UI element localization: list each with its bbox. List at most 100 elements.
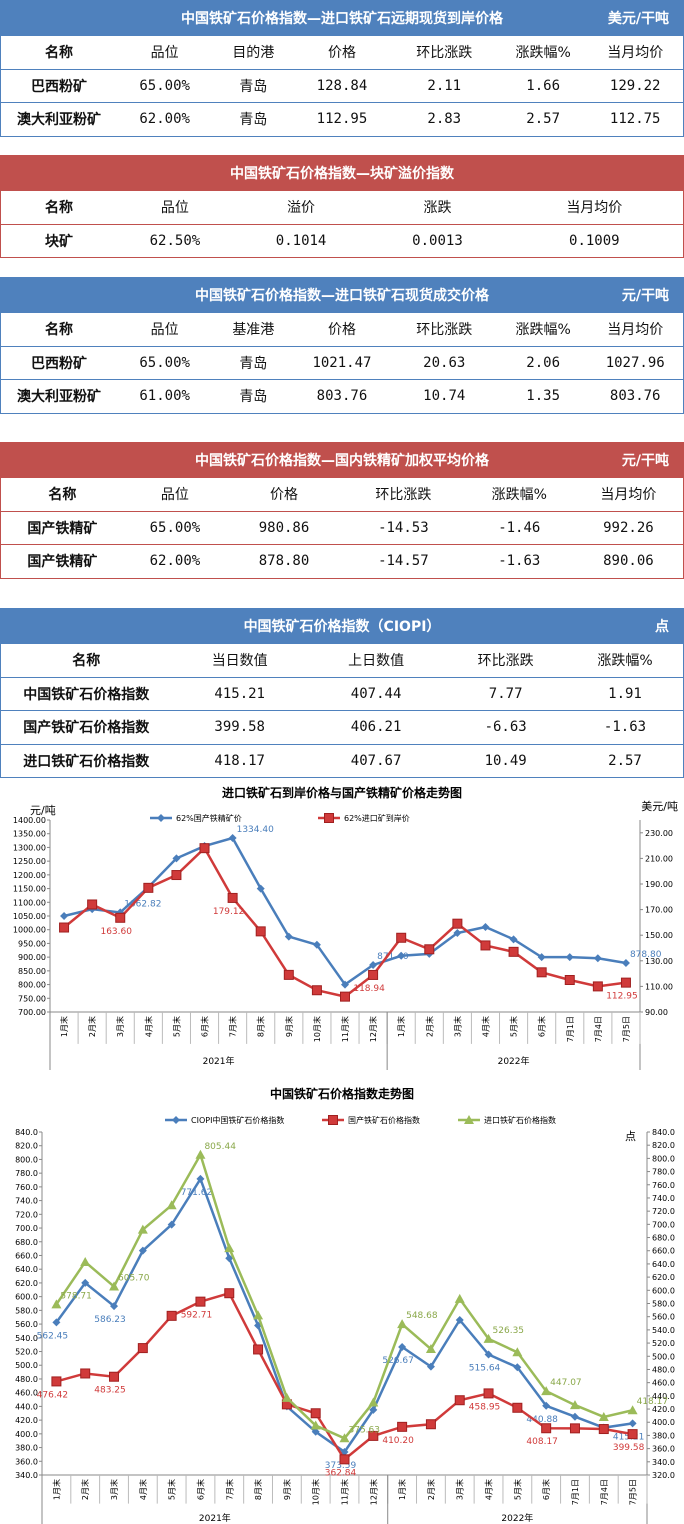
y2-tick-label: 620.0 — [652, 1273, 675, 1282]
data-point — [166, 1200, 177, 1210]
data-point — [225, 1254, 234, 1263]
y2-tick-label: 130.00 — [645, 957, 673, 966]
column-header: 名称 — [48, 487, 77, 504]
data-label: 526.67 — [382, 1356, 414, 1366]
x-tick-label: 7月1日 — [571, 1479, 580, 1505]
data-point — [167, 1220, 176, 1229]
data-point — [138, 1246, 147, 1255]
x-tick-label: 4月末 — [484, 1479, 494, 1500]
data-point — [195, 1149, 206, 1159]
column-header: 品位 — [150, 322, 179, 339]
x-tick-label: 6月末 — [200, 1016, 210, 1037]
data-label: 418.17 — [637, 1397, 669, 1407]
table-title-bar: 中国铁矿石价格指数（CIOPI） 点 — [1, 609, 683, 643]
y-tick-label: 840.0 — [15, 1128, 38, 1137]
data-point — [255, 926, 266, 937]
table-cell: 巴西粉矿 — [30, 78, 87, 95]
table-cell: -1.63 — [603, 719, 647, 736]
table-cell: 1.35 — [526, 388, 560, 405]
data-label: 1062.82 — [124, 899, 161, 909]
table-cell: 进口铁矿石价格指数 — [23, 753, 150, 770]
column-header: 名称 — [44, 45, 73, 62]
table-cell: 国产铁矿石价格指数 — [23, 720, 150, 737]
x-tick-label: 2月末 — [426, 1479, 436, 1500]
data-point — [311, 1427, 320, 1436]
x-tick-label: 5月末 — [512, 1479, 522, 1500]
table-cell: 中国铁矿石价格指数 — [23, 686, 150, 703]
data-point — [537, 953, 546, 962]
data-point — [454, 1395, 465, 1406]
data-point — [368, 1397, 379, 1407]
data-label: 578.71 — [60, 1291, 92, 1301]
data-label: 1334.40 — [237, 825, 274, 835]
table-title: 中国铁矿石价格指数—块矿溢价指数 — [230, 166, 454, 182]
data-point — [256, 884, 265, 893]
x-tick-label: 9月末 — [284, 1016, 294, 1037]
data-point — [564, 975, 575, 985]
data-point — [143, 882, 154, 893]
data-point — [627, 1429, 638, 1440]
y2-tick-label: 820.0 — [652, 1141, 675, 1150]
data-point — [228, 833, 237, 842]
x-tick-label: 4月末 — [138, 1479, 148, 1500]
y-tick-label: 820.0 — [15, 1142, 38, 1151]
x-tick-label: 7月末 — [228, 1016, 238, 1037]
data-label: 362.84 — [325, 1468, 357, 1478]
x-tick-label: 11月末 — [340, 1479, 350, 1505]
table-cell: 国产铁精矿 — [27, 520, 98, 537]
table-cell: 803.76 — [609, 388, 661, 405]
legend-label: 进口铁矿石价格指数 — [484, 1115, 556, 1125]
x-tick-label: 4月末 — [143, 1016, 153, 1037]
data-point — [509, 935, 518, 944]
data-point — [593, 954, 602, 963]
table-cell: 澳大利亚粉矿 — [16, 112, 101, 129]
table-cell: 803.76 — [316, 388, 368, 405]
table-row: 巴西粉矿 65.00% 青岛 128.84 2.11 1.66 129.22 — [1, 68, 683, 103]
column-header: 当月均价 — [566, 200, 623, 217]
y-tick-label: 1250.00 — [13, 857, 46, 866]
column-header: 当月均价 — [600, 487, 657, 504]
data-point — [328, 1115, 338, 1125]
table-row: 澳大利亚粉矿 61.00% 青岛 803.76 10.74 1.35 803.76 — [1, 379, 683, 413]
table-title-bar: 中国铁矿石价格指数—国内铁精矿加权平均价格 元/干吨 — [1, 443, 683, 477]
x-tick-label: 10月末 — [312, 1016, 322, 1042]
x-tick-label: 6月末 — [195, 1479, 205, 1500]
y-tick-label: 340.0 — [15, 1471, 38, 1480]
price-table: 中国铁矿石价格指数—进口铁矿石现货成交价格 元/干吨 名称 品位 基准港 价格 环比涨跌 涨跌… — [0, 277, 684, 414]
data-point — [224, 1288, 235, 1299]
y2-tick-label: 480.0 — [652, 1365, 675, 1374]
table-cell: 青岛 — [239, 389, 268, 406]
column-header: 基准港 — [232, 322, 275, 339]
y2-tick-label: 780.0 — [652, 1168, 675, 1177]
column-header: 目的港 — [232, 45, 275, 62]
table-title: 中国铁矿石价格指数—进口铁矿石远期现货到岸价格 — [181, 11, 503, 27]
table-cell: 青岛 — [239, 355, 268, 372]
data-label: 179.12 — [213, 907, 245, 917]
y2-tick-label: 540.0 — [652, 1326, 675, 1335]
data-point — [195, 1296, 206, 1307]
table-cell: 2.83 — [427, 111, 462, 128]
table-cell: 1021.47 — [312, 354, 372, 371]
y2-tick-label: 840.0 — [652, 1128, 675, 1137]
column-header: 溢价 — [287, 200, 316, 217]
y-tick-label: 700.0 — [15, 1224, 38, 1233]
column-header: 价格 — [270, 487, 299, 504]
data-point — [569, 1400, 580, 1410]
table-cell: 1.91 — [608, 685, 642, 702]
y2-tick-label: 640.0 — [652, 1260, 675, 1269]
table-cell: 128.84 — [316, 77, 368, 94]
data-label: 605.70 — [118, 1274, 150, 1284]
table-cell: 890.06 — [603, 553, 654, 570]
table-cell: 7.77 — [488, 685, 523, 702]
data-point — [598, 1424, 609, 1435]
data-point — [541, 1423, 552, 1434]
price-table: 中国铁矿石价格指数—块矿溢价指数 名称 品位 溢价 涨跌 当月均价 块矿 62.50% 0.10… — [0, 155, 684, 258]
data-point — [397, 1319, 408, 1329]
table-cell: 992.26 — [603, 519, 654, 536]
data-label: 375.63 — [349, 1425, 381, 1435]
data-point — [464, 1115, 474, 1124]
y-tick-label: 1350.00 — [13, 830, 46, 839]
data-label: 871.40 — [377, 952, 409, 962]
data-point — [227, 892, 238, 903]
y2-tick-label: 320.0 — [652, 1471, 675, 1480]
